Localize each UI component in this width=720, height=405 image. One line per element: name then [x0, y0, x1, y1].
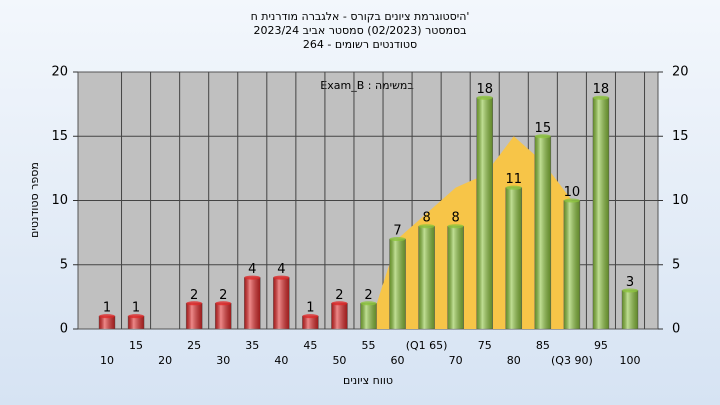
value-label: 15: [535, 121, 552, 136]
bar-cap: [215, 301, 232, 306]
x-tick-label: 35: [245, 339, 259, 352]
bar-shine: [99, 316, 115, 329]
bar-shine: [186, 303, 203, 329]
bar-cap: [302, 314, 319, 319]
x-tick-label: (Q3 90): [551, 354, 593, 367]
bar-cap: [99, 314, 115, 319]
y-tick-label: 15: [51, 129, 68, 144]
bar-shine: [563, 200, 580, 329]
value-label: 7: [393, 224, 401, 239]
x-tick-label: 80: [507, 354, 521, 367]
value-label: 1: [132, 301, 140, 316]
bar-cap: [331, 301, 348, 306]
bar-cap: [128, 314, 145, 319]
bar-cap: [186, 301, 203, 306]
value-label: 1: [306, 301, 314, 316]
value-label: 10: [564, 185, 581, 200]
x-tick-label: 100: [620, 354, 641, 367]
bar-shine: [273, 277, 290, 329]
x-tick-label: 55: [362, 339, 376, 352]
bar-shine: [389, 239, 406, 329]
value-label: 8: [452, 211, 460, 226]
x-axis-title: טווח ציונים: [343, 374, 393, 387]
bar-shine: [331, 303, 348, 329]
x-tick-label: 85: [536, 339, 550, 352]
value-label: 18: [593, 82, 610, 97]
y2-tick-label: 0: [672, 322, 680, 337]
value-label: 1: [103, 301, 111, 316]
y2-tick-label: 5: [672, 257, 680, 272]
value-label: 2: [335, 288, 343, 303]
bar-cap: [476, 95, 493, 100]
x-tick-label: 45: [303, 339, 317, 352]
value-label: 18: [476, 82, 493, 97]
bar-shine: [447, 226, 464, 329]
bar-cap: [273, 275, 290, 280]
value-label: 2: [190, 288, 198, 303]
y-tick-label: 20: [51, 65, 68, 80]
x-tick-label: (Q1 65): [406, 339, 448, 352]
y2-tick-label: 10: [672, 193, 689, 208]
bar-shine: [592, 97, 609, 329]
annotation: Exam_B : במשימה: [320, 79, 413, 92]
bar-cap: [244, 275, 261, 280]
x-tick-label: 20: [158, 354, 172, 367]
y2-tick-label: 15: [672, 129, 689, 144]
y-tick-label: 0: [60, 322, 68, 337]
bar-cap: [592, 95, 609, 100]
bar-cap: [360, 301, 377, 306]
x-tick-label: 10: [100, 354, 114, 367]
chart-subtitle: בסמסטר (02/2023) סמסטר אביב 2023/24: [253, 24, 466, 37]
bar-shine: [128, 316, 145, 329]
bar-cap: [622, 288, 638, 293]
x-tick-label: 95: [594, 339, 608, 352]
value-label: 2: [219, 288, 227, 303]
value-label: 4: [248, 262, 256, 277]
bar-cap: [447, 224, 464, 229]
bar-cap: [389, 237, 406, 242]
chart-title: היסטוגרמת ציונים בקורס - אלגברה מודרנית …: [251, 10, 470, 23]
bar-shine: [505, 187, 522, 329]
bar-cap: [418, 224, 435, 229]
x-tick-label: 15: [129, 339, 143, 352]
bar-shine: [302, 316, 319, 329]
x-tick-label: 70: [449, 354, 463, 367]
bar-shine: [622, 290, 638, 329]
x-tick-label: 25: [187, 339, 201, 352]
y-tick-label: 10: [51, 193, 68, 208]
bar-shine: [476, 97, 493, 329]
x-tick-label: 40: [274, 354, 288, 367]
bar-shine: [215, 303, 232, 329]
value-label: 2: [364, 288, 372, 303]
bar-shine: [534, 136, 551, 329]
x-tick-label: 75: [478, 339, 492, 352]
value-label: 4: [277, 262, 285, 277]
bar-cap: [563, 198, 580, 203]
y-tick-label: 5: [60, 257, 68, 272]
value-label: 11: [506, 172, 523, 187]
y-axis-title: מספר סטודנטים: [28, 162, 41, 238]
bar-shine: [360, 303, 377, 329]
x-tick-label: 50: [332, 354, 346, 367]
bar-cap: [505, 185, 522, 190]
bar-shine: [244, 277, 261, 329]
bar-shine: [418, 226, 435, 329]
x-tick-label: 60: [391, 354, 405, 367]
bar-cap: [534, 134, 551, 139]
chart-subtitle: סטודנטים רשומים - 264: [303, 38, 417, 51]
y2-tick-label: 20: [672, 65, 689, 80]
x-tick-label: 30: [216, 354, 230, 367]
value-label: 8: [422, 211, 430, 226]
value-label: 3: [626, 275, 634, 290]
